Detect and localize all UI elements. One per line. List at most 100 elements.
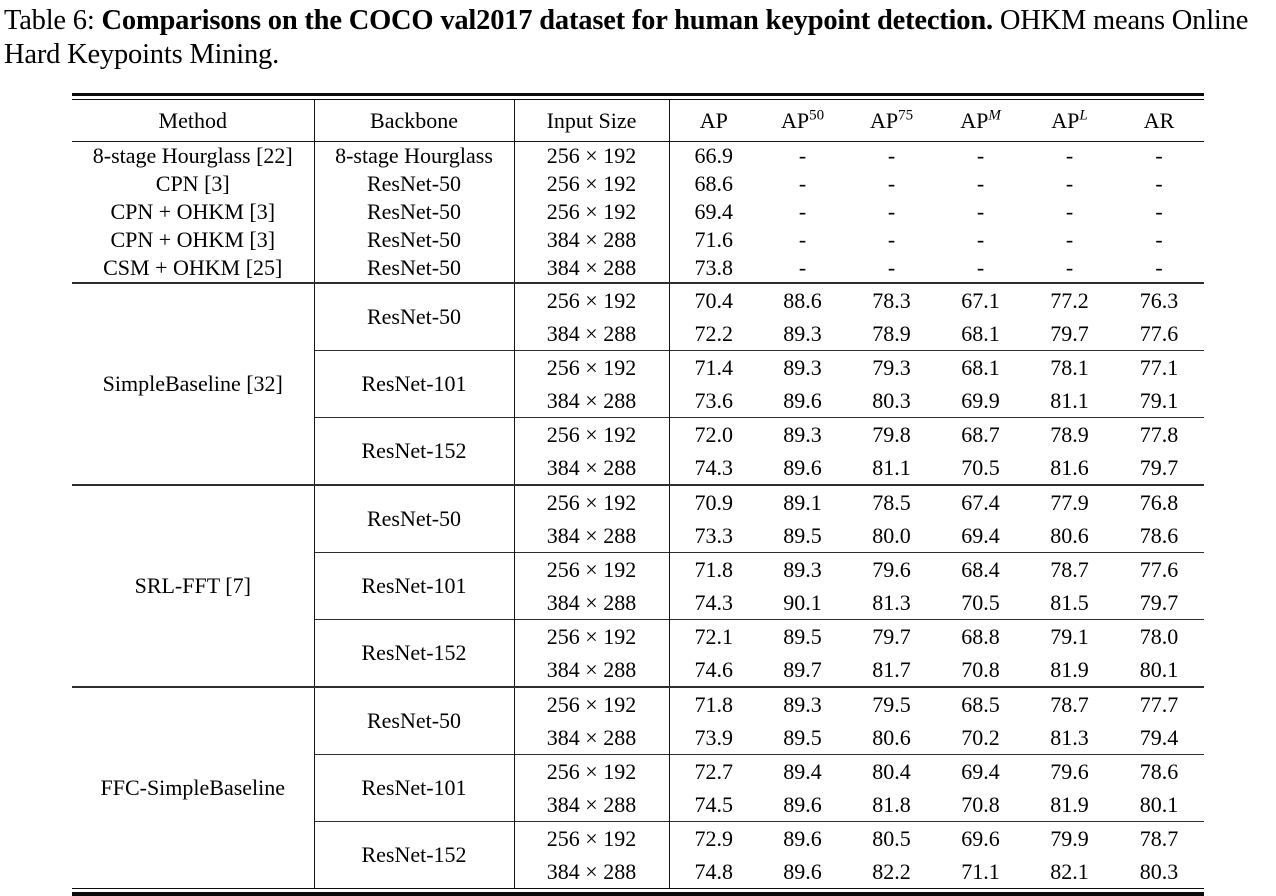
- caption-prefix: Table 6:: [4, 5, 102, 36]
- input-size-cell: 256 × 192: [514, 619, 670, 653]
- backbone-cell: ResNet-50: [314, 226, 515, 254]
- metric-cell: 78.7: [1025, 552, 1114, 586]
- metric-cell: 68.7: [936, 417, 1025, 451]
- metric-cell: 70.8: [961, 656, 1000, 682]
- input-size-cell: 384 × 288: [514, 519, 670, 553]
- metric-cell: 72.7: [669, 754, 758, 788]
- method-cell: 8-stage Hourglass [22]: [72, 141, 315, 170]
- metric-cell: 89.5: [758, 619, 847, 653]
- input-size-cell: 256 × 192: [514, 141, 670, 170]
- metric-cell: 72.1: [669, 619, 758, 653]
- metric-cell: 79.9: [1025, 821, 1114, 855]
- metric-cell: 88.6: [758, 282, 847, 317]
- column-header-method: Method: [72, 100, 315, 142]
- table-bottom-rule: [72, 888, 1204, 896]
- column-header-backbone: Backbone: [314, 100, 515, 142]
- metric-cell: 81.1: [1050, 387, 1089, 413]
- metric-cell: -: [1155, 171, 1163, 196]
- results-table: Method Backbone Input Size AP AP50 AP75 APM APL…: [72, 100, 1204, 888]
- metric-cell: 78.1: [1025, 350, 1114, 384]
- backbone-cell: ResNet-50: [314, 170, 515, 198]
- table-row: ResNet-152 256 × 192 72.0 89.3 79.8 68.7 78.9 7…: [72, 417, 1204, 485]
- metric-cell: 89.4: [758, 754, 847, 788]
- table-row: 384 × 288 74.5 89.6 81.8 70.8 81.9 80.1: [72, 788, 1204, 822]
- metric-cell: 69.4: [936, 754, 1025, 788]
- metric-cell: 77.9: [1025, 484, 1114, 519]
- input-size-cell: 256 × 192: [514, 282, 670, 317]
- metric-cell: 72.9: [669, 821, 758, 855]
- metric-cell: 80.1: [1139, 656, 1179, 682]
- metric-cell: 78.6: [1139, 522, 1179, 548]
- caption-bold-title: Comparisons on the COCO val2017 dataset …: [101, 5, 994, 36]
- method-cell: CPN [3]: [72, 170, 315, 198]
- input-size-cell: 384 × 288: [514, 226, 670, 254]
- header-superscript: 50: [809, 107, 825, 124]
- metric-cell: -: [798, 255, 807, 280]
- metric-cell: 89.3: [758, 552, 847, 586]
- table-row: 384 × 288 74.6 89.7 81.7 70.8 81.9 80.1: [72, 653, 1204, 687]
- table-row: ResNet-101 256 × 192 72.7 89.4 80.4 69.4 79.6 7…: [72, 754, 1204, 822]
- metric-cell: 76.8: [1114, 484, 1204, 519]
- method-cell: CPN + OHKM [3]: [72, 198, 315, 226]
- input-size-cell: 256 × 192: [514, 417, 670, 451]
- input-size-cell: 256 × 192: [514, 350, 670, 384]
- table-row: SimpleBaseline [32] ResNet-50 256 × 192 70.…: [72, 282, 1204, 485]
- metric-cell: 89.1: [758, 484, 847, 519]
- metric-cell: -: [798, 227, 807, 252]
- metric-cell: 81.1: [872, 454, 911, 480]
- metric-cell: 78.6: [1114, 754, 1204, 788]
- metric-cell: 70.5: [961, 589, 1000, 615]
- metric-cell: 73.8: [694, 255, 734, 280]
- metric-cell: 78.7: [1025, 686, 1114, 721]
- metric-cell: -: [976, 171, 985, 196]
- metric-cell: 67.1: [936, 282, 1025, 317]
- metric-cell: 76.3: [1114, 282, 1204, 317]
- method-group-cell: SimpleBaseline [32]: [72, 282, 315, 485]
- metric-cell: 81.5: [1050, 589, 1089, 615]
- table-row: 384 × 288 74.3 89.6 81.1 70.5 81.6 79.7: [72, 451, 1204, 485]
- metric-cell: 79.7: [1139, 454, 1179, 480]
- metric-cell: 71.6: [694, 227, 734, 252]
- metric-cell: 79.8: [847, 417, 936, 451]
- header-row: Method Backbone Input Size AP AP50 AP75 APM APL…: [72, 100, 1204, 142]
- metric-cell: 80.1: [1139, 791, 1179, 817]
- metric-cell: -: [1065, 255, 1074, 280]
- metric-cell: 89.6: [783, 858, 822, 884]
- column-header-ap: AP: [669, 100, 758, 142]
- table-caption: Table 6: Comparisons on the COCO val2017…: [0, 0, 1276, 72]
- metric-cell: 71.4: [669, 350, 758, 384]
- metric-cell: 89.5: [783, 522, 822, 548]
- metric-cell: 82.2: [872, 858, 911, 884]
- metric-cell: 89.3: [758, 350, 847, 384]
- metric-cell: -: [798, 171, 807, 196]
- backbone-cell: ResNet-50: [314, 484, 515, 553]
- metric-cell: 68.1: [961, 320, 1000, 346]
- metric-cell: 68.4: [936, 552, 1025, 586]
- caption-suffix: OHKM means Online Hard Keypoints Mining.: [4, 5, 1249, 70]
- metric-cell: 90.1: [783, 589, 822, 615]
- table-row: 384 × 288 73.6 89.6 80.3 69.9 81.1 79.1: [72, 384, 1204, 418]
- backbone-cell: ResNet-152: [314, 821, 515, 888]
- metric-cell: 68.6: [694, 171, 734, 196]
- metric-cell: -: [976, 143, 985, 168]
- metric-cell: -: [1065, 143, 1074, 168]
- metric-cell: 70.5: [961, 454, 1000, 480]
- metric-cell: 74.5: [694, 791, 734, 817]
- backbone-cell: ResNet-152: [314, 619, 515, 687]
- metric-cell: 80.3: [1139, 858, 1179, 884]
- table-row: CPN [3] ResNet-50 256 × 192 68.6 - - - - -: [72, 170, 1204, 198]
- column-header-ap75: AP75: [847, 100, 936, 142]
- input-size-cell: 384 × 288: [514, 653, 670, 687]
- metric-cell: 77.8: [1114, 417, 1204, 451]
- metric-cell: 69.4: [961, 522, 1000, 548]
- table-row: SRL-FFT [7] ResNet-50 256 × 192 70.9 89.1 78.…: [72, 484, 1204, 687]
- metric-cell: 79.6: [847, 552, 936, 586]
- header-superscript: 75: [898, 107, 914, 124]
- metric-cell: 79.1: [1025, 619, 1114, 653]
- metric-cell: 81.9: [1050, 656, 1089, 682]
- table-row: 384 × 288 72.2 89.3 78.9 68.1 79.7 77.6: [72, 317, 1204, 351]
- metric-cell: 79.4: [1139, 724, 1179, 750]
- metric-cell: 89.7: [783, 656, 822, 682]
- metric-cell: 79.1: [1139, 387, 1179, 413]
- input-size-cell: 256 × 192: [514, 821, 670, 855]
